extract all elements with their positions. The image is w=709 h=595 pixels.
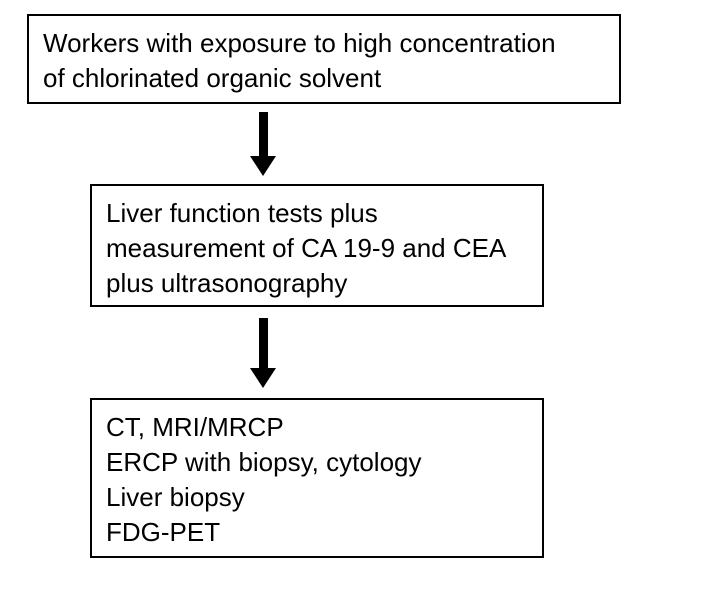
flow-box-2-text: Liver function tests plus measurement of… (106, 196, 528, 301)
flow-box-3-text: CT, MRI/MRCP ERCP with biopsy, cytology … (106, 410, 528, 550)
flow-box-1: Workers with exposure to high concentrat… (27, 14, 621, 104)
arrow-shaft (259, 112, 268, 156)
flow-arrow-2 (250, 318, 276, 388)
flow-arrow-1 (250, 112, 276, 176)
arrow-head-icon (250, 156, 276, 176)
arrow-shaft (259, 318, 268, 368)
flow-box-2: Liver function tests plus measurement of… (90, 184, 544, 307)
arrow-head-icon (250, 368, 276, 388)
flow-box-3: CT, MRI/MRCP ERCP with biopsy, cytology … (90, 398, 544, 558)
flow-box-1-text: Workers with exposure to high concentrat… (43, 26, 605, 96)
